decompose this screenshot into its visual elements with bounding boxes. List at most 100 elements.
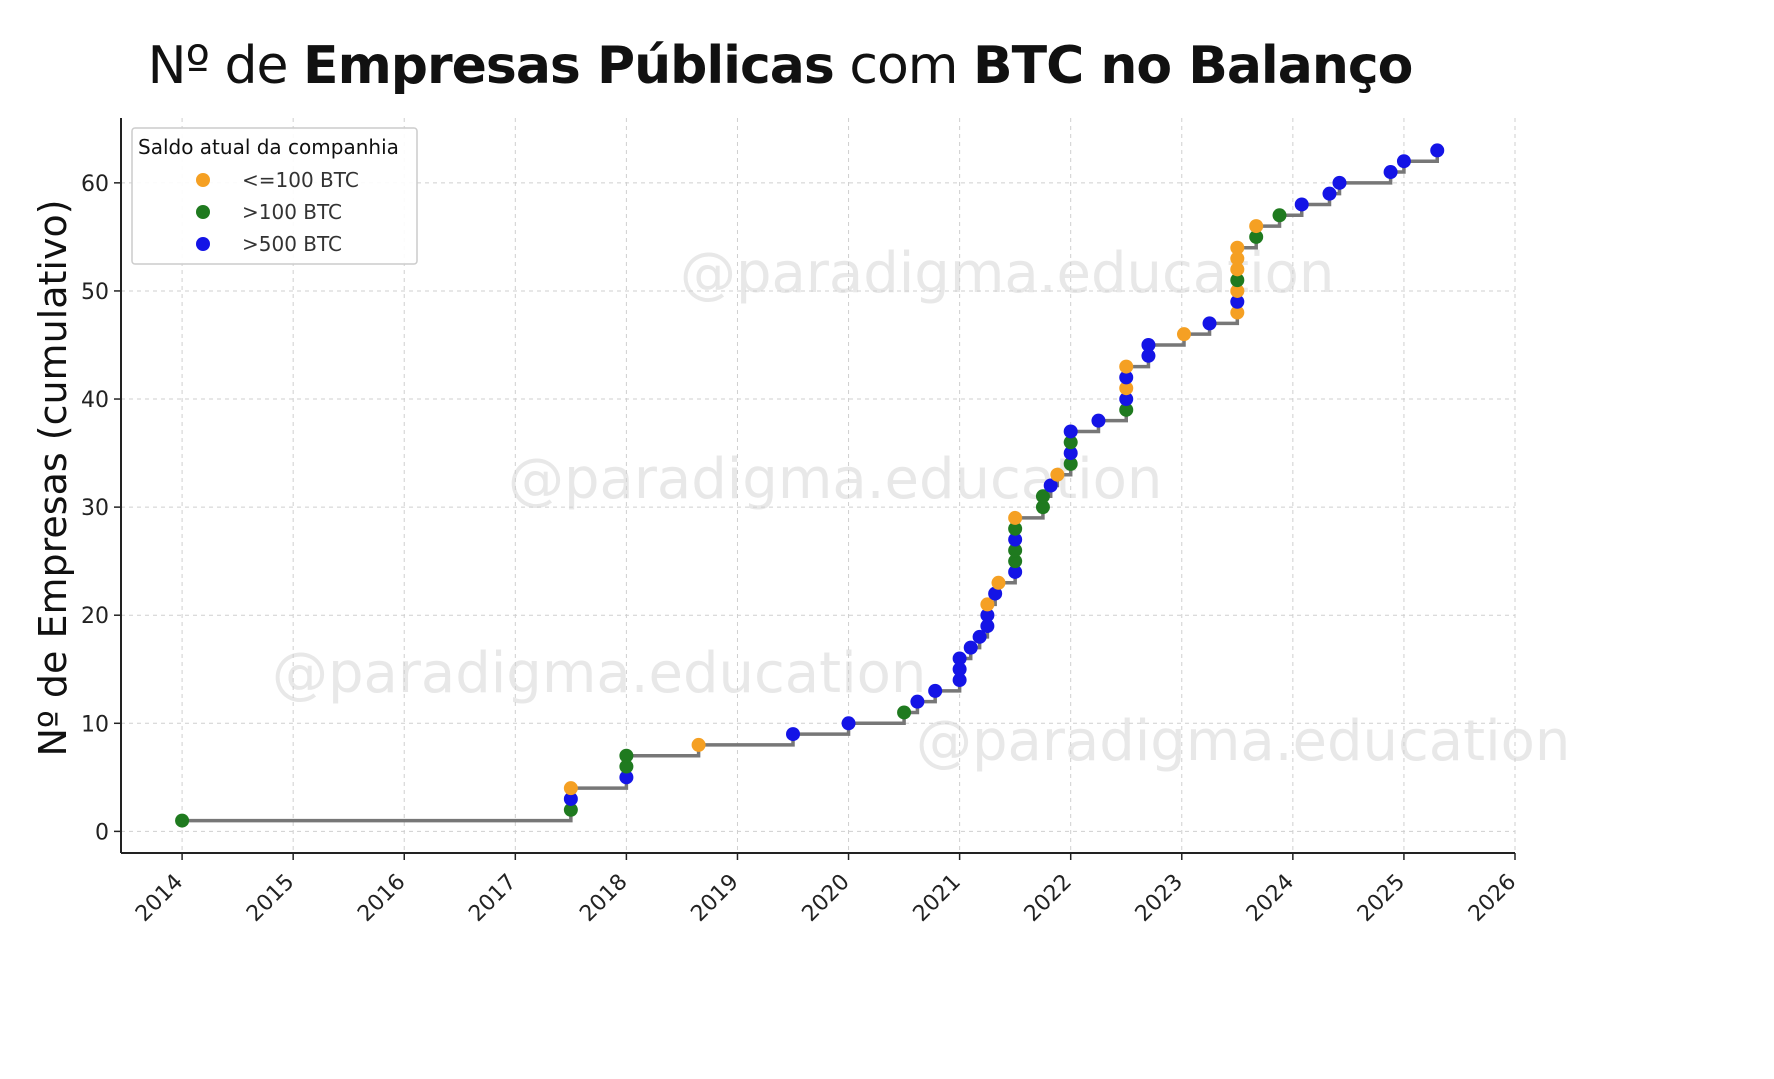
data-point-9 bbox=[786, 727, 801, 742]
y-tick-labels: 0 10 20 30 40 50 60 bbox=[81, 172, 109, 846]
y-tick-label-6: 60 bbox=[81, 172, 109, 197]
y-tick-label-5: 50 bbox=[81, 280, 109, 305]
data-point-17 bbox=[963, 640, 978, 655]
legend-label-3: >500 BTC bbox=[242, 232, 342, 256]
y-tick-label-2: 20 bbox=[81, 604, 109, 629]
x-tick-label-3: 2017 bbox=[464, 870, 521, 927]
data-point-32 bbox=[1043, 478, 1058, 493]
data-point-35 bbox=[1063, 446, 1078, 461]
data-point-45 bbox=[1141, 337, 1156, 352]
data-point-3 bbox=[563, 791, 578, 806]
data-point-33 bbox=[1050, 467, 1065, 482]
data-point-8 bbox=[691, 737, 706, 752]
data-point-13 bbox=[928, 683, 943, 698]
title-part-2: Empresas Públicas bbox=[303, 36, 835, 96]
x-tick-label-4: 2018 bbox=[575, 870, 632, 927]
data-point-46 bbox=[1176, 327, 1191, 342]
chart-title: Nº de Empresas Públicas com BTC no Balan… bbox=[0, 36, 1560, 96]
data-point-50 bbox=[1230, 283, 1245, 298]
y-axis-label: Nº de Empresas (cumulativo) bbox=[31, 199, 75, 756]
data-point-1 bbox=[175, 813, 190, 828]
data-point-10 bbox=[841, 716, 856, 731]
data-point-37 bbox=[1063, 424, 1078, 439]
data-point-58 bbox=[1294, 197, 1309, 212]
data-point-42 bbox=[1119, 370, 1134, 385]
data-point-57 bbox=[1272, 208, 1287, 223]
data-point-38 bbox=[1091, 413, 1106, 428]
x-tick-label-9: 2023 bbox=[1131, 870, 1188, 927]
y-tick-label-1: 10 bbox=[81, 712, 109, 737]
data-point-26 bbox=[1008, 543, 1023, 558]
data-point-56 bbox=[1249, 219, 1264, 234]
y-tick-label-3: 30 bbox=[81, 496, 109, 521]
data-point-29 bbox=[1008, 510, 1023, 525]
data-points bbox=[175, 143, 1445, 828]
data-point-19 bbox=[980, 619, 995, 634]
y-tick-label-4: 40 bbox=[81, 388, 109, 413]
legend-marker-3 bbox=[196, 237, 210, 251]
data-point-62 bbox=[1396, 154, 1411, 169]
watermark-2: @paradigma.education bbox=[508, 447, 1162, 512]
data-point-14 bbox=[952, 673, 967, 688]
data-point-47 bbox=[1202, 316, 1217, 331]
x-tick-label-10: 2024 bbox=[1242, 870, 1299, 927]
data-point-49 bbox=[1230, 294, 1245, 309]
data-point-44 bbox=[1141, 348, 1156, 363]
data-point-15 bbox=[952, 662, 967, 677]
data-point-23 bbox=[991, 575, 1006, 590]
data-point-16 bbox=[952, 651, 967, 666]
data-point-52 bbox=[1230, 262, 1245, 277]
data-point-18 bbox=[972, 629, 987, 644]
data-point-48 bbox=[1230, 305, 1245, 320]
data-point-40 bbox=[1119, 392, 1134, 407]
x-tick-label-0: 2014 bbox=[131, 870, 188, 927]
x-tick-label-8: 2022 bbox=[1020, 870, 1077, 927]
data-point-24 bbox=[1008, 564, 1023, 579]
data-point-43 bbox=[1119, 359, 1134, 374]
data-point-51 bbox=[1230, 273, 1245, 288]
legend-label-2: >100 BTC bbox=[242, 200, 342, 224]
data-point-54 bbox=[1230, 240, 1245, 255]
data-point-2 bbox=[563, 802, 578, 817]
legend: Saldo atual da companhia <=100 BTC >100 B… bbox=[131, 127, 418, 265]
watermark-1: @paradigma.education bbox=[680, 241, 1334, 306]
data-point-59 bbox=[1322, 186, 1337, 201]
data-point-30 bbox=[1035, 500, 1050, 515]
data-point-7 bbox=[619, 748, 634, 763]
axes bbox=[114, 118, 1516, 860]
data-point-5 bbox=[619, 770, 634, 785]
legend-label-1: <=100 BTC bbox=[242, 168, 359, 192]
data-point-6 bbox=[619, 759, 634, 774]
x-tick-label-6: 2020 bbox=[798, 870, 855, 927]
x-tick-labels: 2014 2015 2016 2017 2018 2019 2020 2021 2022 2023… bbox=[131, 870, 1521, 927]
x-tick-label-2: 2016 bbox=[353, 870, 410, 927]
watermark-3: @paradigma.education bbox=[272, 641, 926, 706]
title-part-4: BTC no Balanço bbox=[972, 36, 1413, 96]
data-point-22 bbox=[988, 586, 1003, 601]
title-part-1: Nº de bbox=[147, 36, 304, 96]
data-point-53 bbox=[1230, 251, 1245, 266]
data-point-25 bbox=[1008, 554, 1023, 569]
data-point-55 bbox=[1249, 229, 1264, 244]
data-point-4 bbox=[563, 781, 578, 796]
legend-title: Saldo atual da companhia bbox=[138, 135, 399, 159]
x-tick-label-5: 2019 bbox=[686, 870, 743, 927]
data-point-27 bbox=[1008, 532, 1023, 547]
data-point-12 bbox=[910, 694, 925, 709]
data-point-20 bbox=[980, 608, 995, 623]
x-tick-label-1: 2015 bbox=[242, 870, 299, 927]
legend-box bbox=[131, 127, 418, 265]
data-point-63 bbox=[1430, 143, 1445, 158]
data-point-31 bbox=[1035, 489, 1050, 504]
data-point-61 bbox=[1383, 165, 1398, 180]
data-point-39 bbox=[1119, 402, 1134, 417]
x-tick-label-12: 2026 bbox=[1464, 870, 1521, 927]
watermark-4: @paradigma.education bbox=[916, 709, 1570, 774]
data-point-60 bbox=[1332, 175, 1347, 190]
data-point-11 bbox=[897, 705, 912, 720]
x-tick-label-7: 2021 bbox=[909, 870, 966, 927]
data-point-34 bbox=[1063, 456, 1078, 471]
title-part-3: com bbox=[833, 36, 973, 96]
legend-marker-2 bbox=[196, 205, 210, 219]
